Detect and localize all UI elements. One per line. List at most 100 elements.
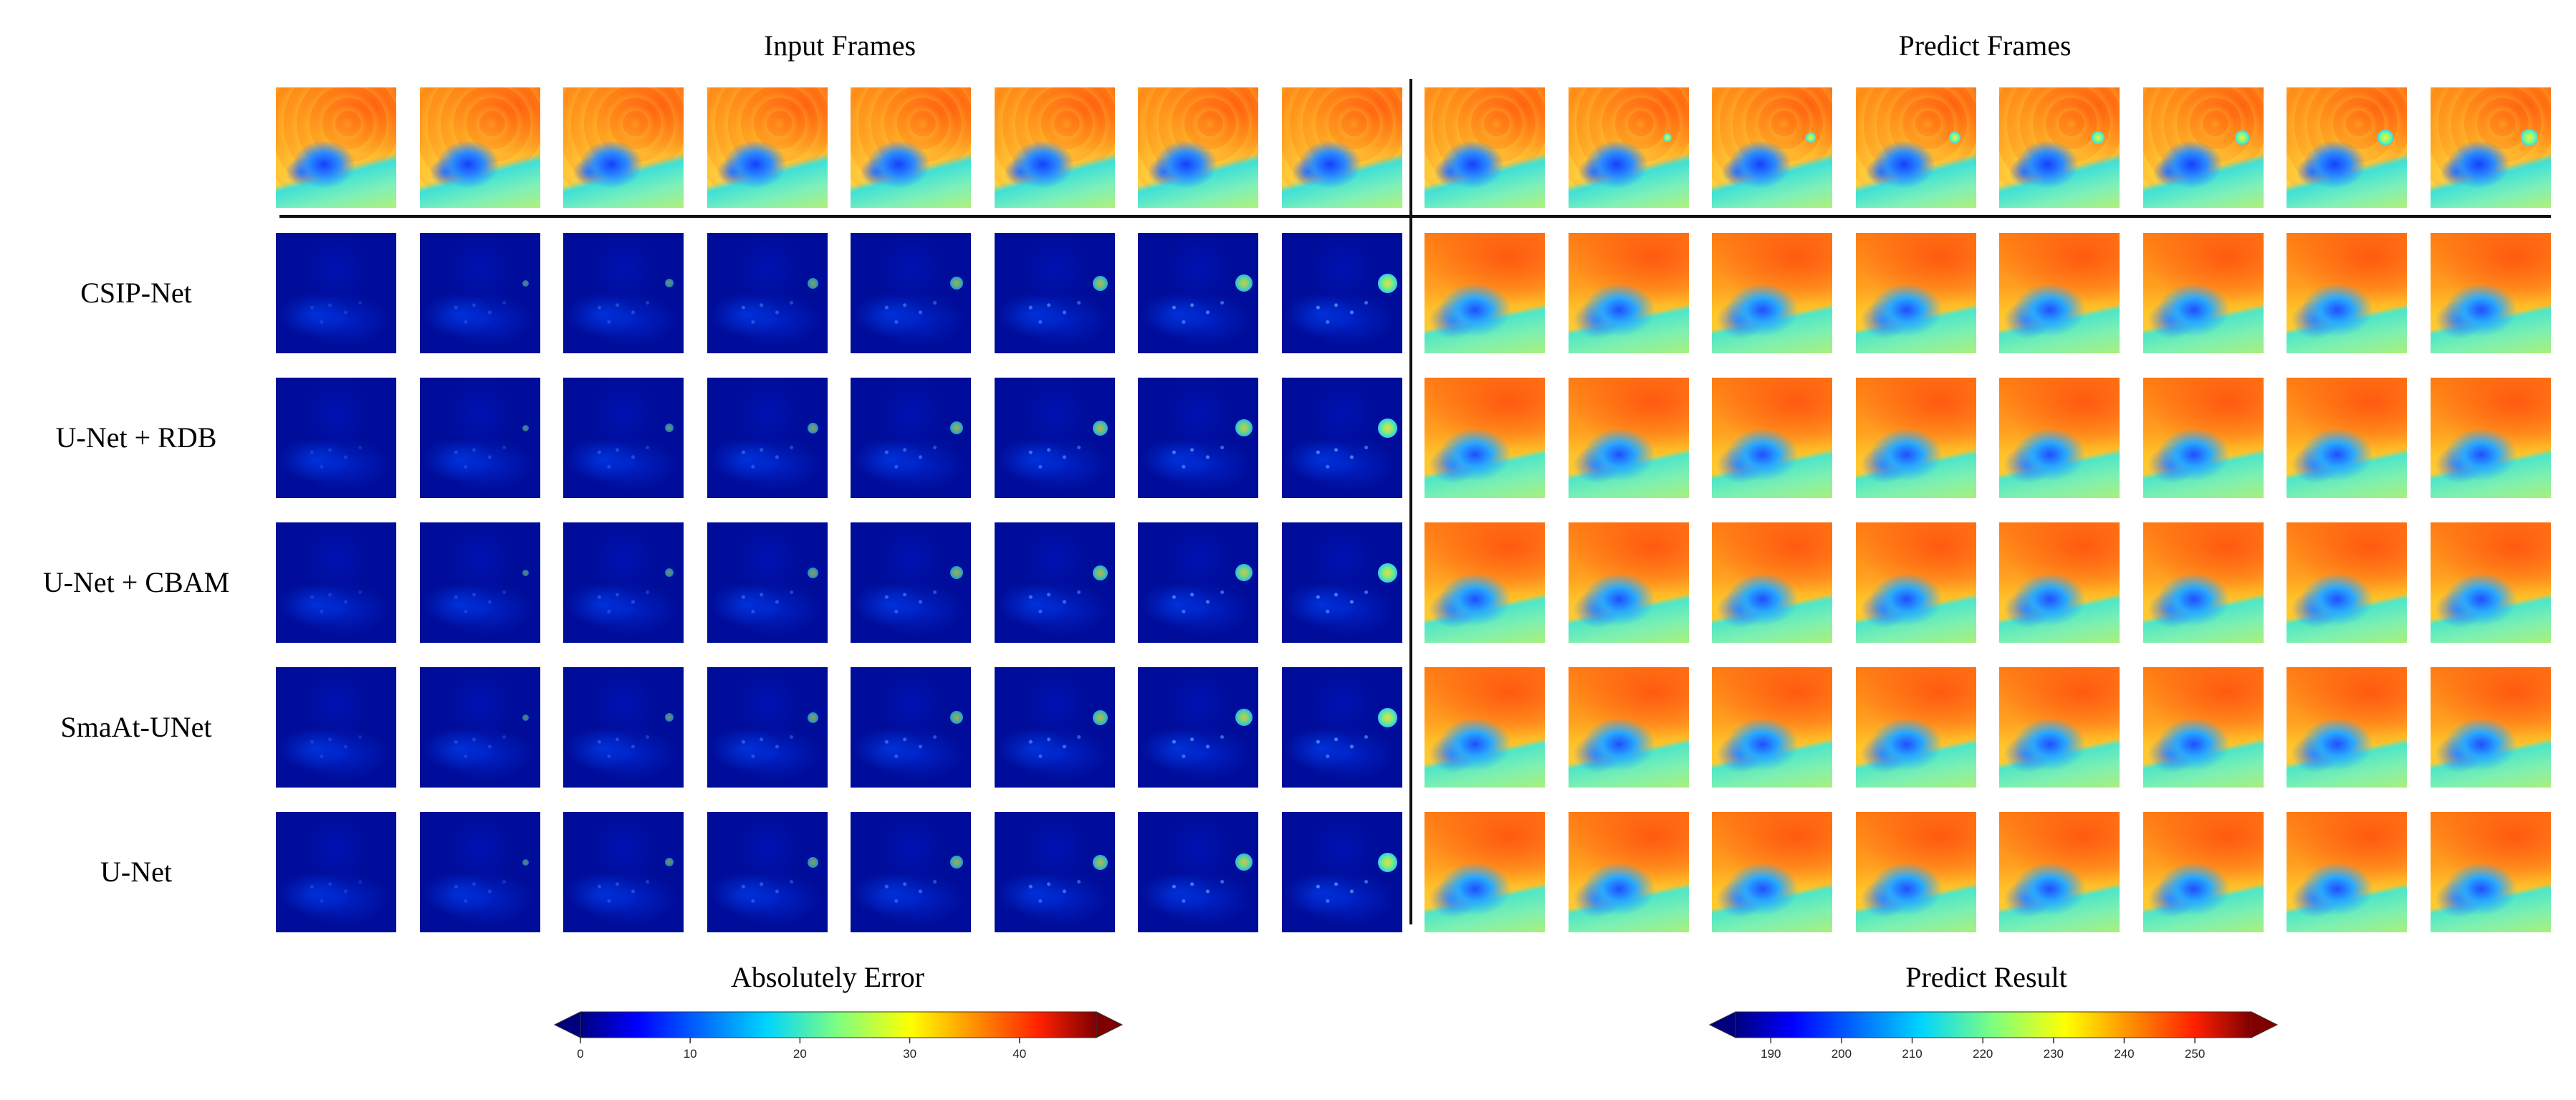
error-map-tile <box>1138 378 1258 498</box>
error-colorbar-title: Absolutely Error <box>731 961 924 993</box>
prediction-tile <box>2430 812 2551 932</box>
result-colorbar-tick-label: 240 <box>2114 1047 2134 1061</box>
error-speckle <box>1138 522 1258 643</box>
prediction-tile <box>2287 667 2407 788</box>
error-hotspot <box>808 712 818 723</box>
error-map-tile <box>1281 812 1402 932</box>
error-hotspot <box>950 421 963 434</box>
prediction-tile <box>1855 522 1976 643</box>
error-map-tile <box>1138 667 1258 788</box>
error-map-tile <box>994 667 1115 788</box>
error-speckle <box>851 233 971 353</box>
error-speckle <box>419 522 540 643</box>
prediction-tile <box>1568 522 1689 643</box>
error-hotspot <box>1235 853 1253 871</box>
prediction-tile <box>2142 812 2264 932</box>
error-hotspot <box>1093 565 1108 580</box>
error-map-tile <box>707 522 828 643</box>
error-hotspot <box>808 422 818 434</box>
prediction-tile <box>1568 812 1689 932</box>
error-hotspot <box>1378 707 1397 727</box>
prediction-tile <box>1855 667 1976 788</box>
error-speckle <box>1281 233 1402 353</box>
ground-truth-frame-tile <box>1712 87 1832 208</box>
error-colorbar-body <box>580 1011 1097 1038</box>
result-colorbar: 190 200 210 220 230 240 250 <box>1708 1011 2279 1061</box>
error-map-tile <box>1281 378 1402 498</box>
error-speckle <box>419 667 540 788</box>
hotspot <box>2378 130 2393 145</box>
row-label: U-Net + CBAM <box>42 566 230 598</box>
prediction-tile <box>2142 522 2264 643</box>
prediction-tile <box>1855 812 1976 932</box>
error-map-tile <box>1138 522 1258 643</box>
error-speckle <box>851 812 971 932</box>
error-hotspot <box>950 856 963 869</box>
error-map-tile <box>563 667 684 788</box>
input-frame-tile <box>419 87 540 208</box>
error-map-tile <box>707 378 828 498</box>
error-hotspot <box>1235 274 1253 292</box>
error-hotspot <box>950 711 963 724</box>
error-speckle <box>851 667 971 788</box>
error-map-tile <box>851 378 971 498</box>
error-speckle <box>1138 812 1258 932</box>
hotspot <box>1662 133 1672 142</box>
error-speckle <box>276 522 396 643</box>
hotspot <box>2520 129 2538 146</box>
error-map-tile <box>276 667 396 788</box>
error-colorbar-tick-label: 30 <box>903 1047 916 1061</box>
error-map-tile <box>563 378 684 498</box>
error-map-tile <box>419 378 540 498</box>
input-frame-tile <box>994 87 1115 208</box>
row-label: U-Net <box>100 856 172 888</box>
error-speckle <box>1138 667 1258 788</box>
error-speckle <box>563 522 684 643</box>
error-map-tile <box>419 812 540 932</box>
error-speckle <box>1281 667 1402 788</box>
error-speckle <box>707 233 828 353</box>
prediction-tile <box>1712 233 1832 353</box>
error-hotspot <box>522 279 529 287</box>
error-map-tile <box>419 667 540 788</box>
prediction-tile <box>2142 378 2264 498</box>
prediction-tile <box>1712 378 1832 498</box>
result-colorbar-title: Predict Result <box>1905 961 2067 993</box>
error-speckle <box>851 522 971 643</box>
error-map-tile <box>1281 233 1402 353</box>
error-map-tile <box>851 667 971 788</box>
prediction-tile <box>1425 378 1545 498</box>
error-hotspot <box>1378 273 1397 293</box>
error-hotspot <box>1235 419 1253 436</box>
error-hotspot <box>1093 420 1108 436</box>
prediction-tile <box>1999 812 2120 932</box>
error-map-tile <box>276 378 396 498</box>
error-colorbar-tick-label: 0 <box>577 1047 583 1061</box>
hotspot <box>1948 132 1960 143</box>
prediction-tile <box>2142 667 2264 788</box>
error-hotspot <box>808 856 818 868</box>
error-map-tile <box>851 812 971 932</box>
prediction-tile <box>1568 233 1689 353</box>
error-colorbar-tick-label: 10 <box>684 1047 697 1061</box>
error-hotspot <box>522 424 529 431</box>
error-speckle <box>419 812 540 932</box>
hotspot <box>2092 131 2105 144</box>
error-speckle <box>563 667 684 788</box>
error-hotspot <box>1378 852 1397 872</box>
input-frame-tile <box>1138 87 1258 208</box>
result-colorbar-tick-label: 200 <box>1832 1047 1852 1061</box>
error-map-tile <box>563 522 684 643</box>
error-hotspot <box>808 567 818 578</box>
error-map-tile <box>1281 522 1402 643</box>
result-colorbar-tick-label: 190 <box>1761 1047 1781 1061</box>
prediction-tile <box>2287 812 2407 932</box>
error-hotspot <box>1093 275 1108 291</box>
error-speckle <box>851 378 971 498</box>
error-speckle <box>707 812 828 932</box>
error-map-tile <box>707 667 828 788</box>
error-hotspot <box>950 277 963 290</box>
ground-truth-frame-tile <box>2142 87 2264 208</box>
error-speckle <box>1281 812 1402 932</box>
prediction-tile <box>1425 522 1545 643</box>
